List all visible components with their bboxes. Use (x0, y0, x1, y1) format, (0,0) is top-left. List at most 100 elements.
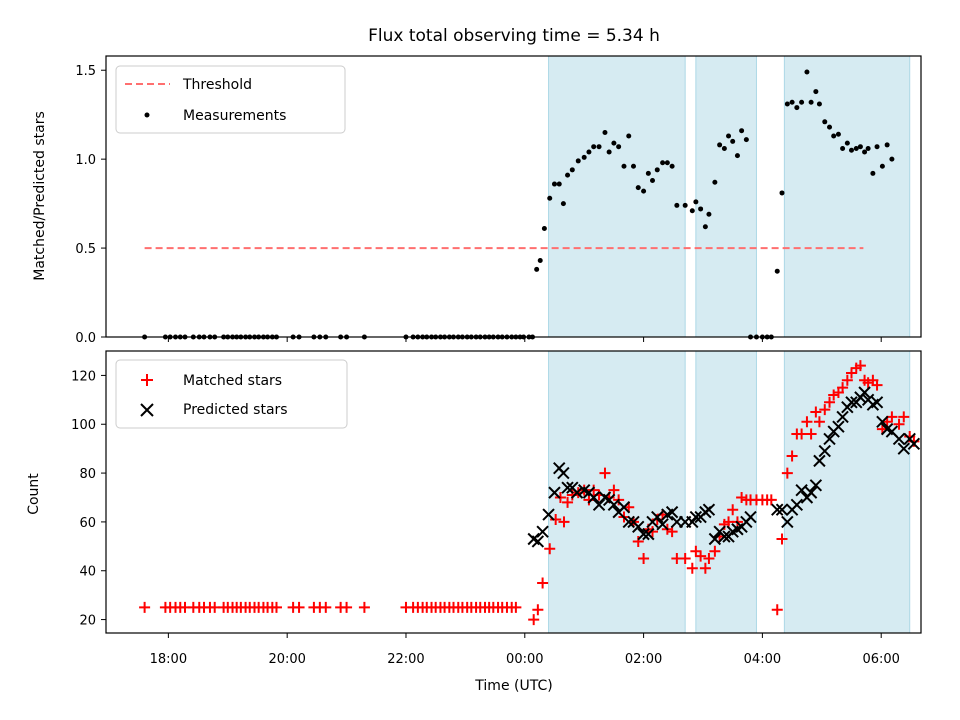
matched-star-point (699, 562, 711, 574)
legend-predicted-swatch (140, 403, 154, 417)
matched-star-point (270, 601, 282, 613)
matched-star-point (599, 467, 611, 479)
measurement-point (827, 124, 833, 130)
predicted-star-point (651, 510, 664, 524)
predicted-star-point (702, 503, 716, 516)
measurement-point (712, 179, 718, 185)
measurement-point (870, 170, 876, 176)
measurement-point (541, 226, 547, 232)
measurement-point (547, 195, 553, 201)
measurement-point (734, 153, 740, 159)
matched-star-point (819, 404, 831, 416)
top-legend: Threshold Measurements (115, 65, 346, 134)
matched-star-point (801, 416, 813, 428)
predicted-stars-series (527, 386, 921, 548)
measurement-point (602, 129, 608, 135)
matched-star-point (709, 545, 721, 557)
predicted-star-point (607, 498, 621, 512)
measurement-point (611, 140, 617, 146)
matched-star-point (293, 601, 305, 613)
measurement-point (794, 105, 800, 111)
predicted-star-point (617, 501, 631, 514)
measurement-point (560, 201, 566, 207)
matched-star-point (632, 535, 644, 547)
measurement-point (654, 167, 660, 173)
matched-star-point (824, 396, 836, 408)
matched-star-point (544, 543, 556, 555)
measurement-point (641, 188, 647, 194)
measurement-point (664, 160, 670, 166)
top-y-tick-label: 0.5 (75, 242, 96, 257)
legend-threshold-label: Threshold (182, 77, 252, 93)
measurement-point (865, 145, 871, 151)
top-y-axis: 0.0 0.5 1.0 1.5 (75, 64, 106, 346)
measurement-point (537, 258, 543, 264)
measurement-point (726, 133, 732, 139)
measurement-point (669, 163, 675, 169)
matched-star-point (736, 491, 748, 503)
bottom-y-tick-label: 40 (79, 565, 96, 580)
measurement-point (717, 142, 723, 148)
measurement-point (534, 266, 540, 272)
measurement-point (743, 137, 749, 143)
predicted-star-point (548, 486, 561, 499)
matched-star-point (813, 416, 825, 428)
predicted-star-point (790, 498, 804, 512)
top-x-axis-ticks (167, 337, 882, 342)
top-y-tick-label: 1.5 (75, 64, 96, 79)
top-panel: 0.0 0.5 1.0 1.5 Matched/Predicted stars Thr… (32, 55, 922, 346)
predicted-star-point (531, 535, 545, 548)
measurement-point (630, 163, 636, 169)
bottom-y-tick-label: 100 (71, 418, 96, 433)
measurement-point (660, 160, 666, 166)
bottom-y-axis: 20 40 60 80 100 120 (71, 369, 106, 629)
measurement-point (730, 138, 736, 144)
measurement-point (822, 119, 828, 125)
predicted-star-point (870, 396, 884, 409)
measurement-point (840, 145, 846, 151)
matched-star-point (828, 389, 840, 401)
legend-matched-swatch (141, 374, 153, 386)
measurement-point (565, 172, 571, 178)
measurement-point (879, 163, 885, 169)
predicted-star-point (665, 505, 679, 519)
measurement-point (862, 149, 868, 155)
legend-predicted-label: Predicted stars (183, 402, 288, 418)
matched-star-point (686, 562, 698, 574)
predicted-star-point (832, 420, 845, 433)
predicted-star-point (876, 415, 889, 429)
measurement-point (591, 144, 597, 150)
bottom-y-tick-label: 60 (79, 516, 96, 531)
matched-star-point (638, 553, 650, 565)
measurement-point (702, 224, 708, 230)
matched-star-point (690, 545, 702, 557)
predicted-star-point (587, 491, 600, 504)
matched-star-point (695, 550, 707, 562)
bottom-y-tick-label: 20 (79, 614, 96, 629)
x-tick-label: 06:00 (862, 652, 899, 667)
measurement-point (575, 158, 581, 164)
matched-star-point (765, 494, 777, 506)
predicted-star-point (632, 520, 645, 533)
measurement-point (813, 89, 819, 95)
top-y-tick-label: 0.0 (75, 331, 96, 346)
bottom-legend: Matched stars Predicted stars (115, 359, 348, 429)
measurement-point (853, 145, 859, 151)
predicted-star-point (744, 510, 757, 524)
measurement-point (635, 185, 641, 191)
bottom-plot-frame (105, 350, 922, 634)
matched-star-point (862, 377, 874, 389)
legend-measurements-label: Measurements (183, 108, 286, 124)
shaded-span (695, 55, 757, 338)
matched-star-point (727, 504, 739, 516)
measurements-series (142, 69, 895, 340)
predicted-star-point (771, 503, 784, 516)
predicted-star-point (781, 515, 794, 529)
bottom-legend-box (115, 359, 348, 429)
matched-star-point (898, 411, 910, 423)
matched-star-point (776, 533, 788, 545)
matched-star-point (537, 577, 549, 589)
matched-star-point (528, 614, 540, 626)
measurement-point (682, 202, 688, 208)
